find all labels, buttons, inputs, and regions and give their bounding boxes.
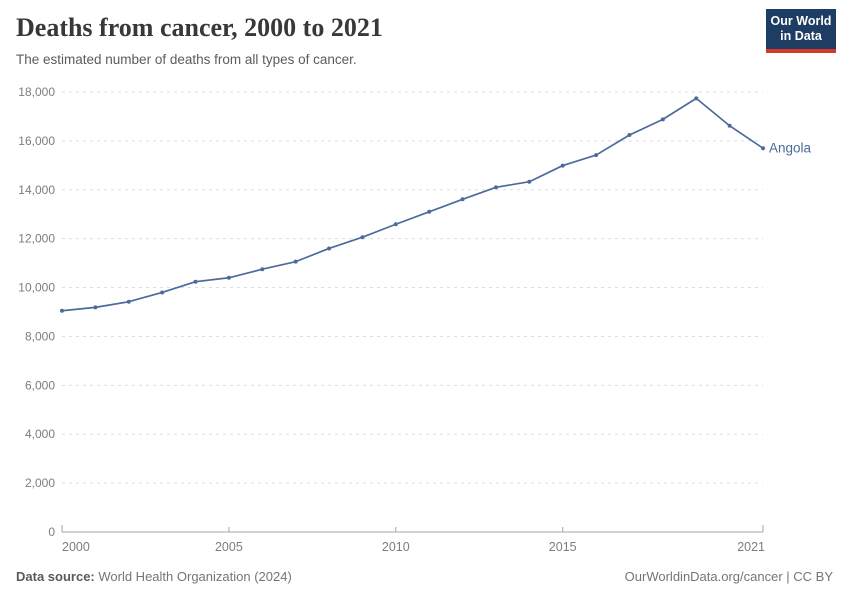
data-point[interactable] [761, 146, 765, 151]
data-point[interactable] [393, 222, 398, 227]
y-tick-label: 18,000 [18, 85, 55, 99]
x-tick-label: 2000 [62, 540, 90, 554]
owid-logo[interactable]: Our World in Data [766, 9, 836, 53]
chart-title: Deaths from cancer, 2000 to 2021 [16, 13, 383, 42]
data-point[interactable] [727, 123, 732, 128]
data-point[interactable] [160, 290, 165, 295]
chart-svg[interactable]: 0 2,000 4,000 6,000 8,000 10,000 12,000 14,000 1… [0, 80, 850, 560]
chart-footer: Data source: World Health Organization (… [16, 569, 833, 584]
x-tick-label: 2015 [549, 540, 577, 554]
data-point[interactable] [493, 185, 498, 190]
data-point[interactable] [427, 209, 432, 214]
data-point[interactable] [93, 305, 98, 310]
y-tick-label: 0 [48, 525, 55, 539]
y-tick-label: 4,000 [25, 427, 55, 441]
owid-logo-line2: in Data [780, 29, 822, 43]
x-tick-label: 2021 [737, 540, 765, 554]
y-tick-label: 12,000 [18, 232, 55, 246]
data-point[interactable] [260, 267, 265, 272]
y-tick-label: 2,000 [25, 476, 55, 490]
y-tick-label: 6,000 [25, 378, 55, 392]
chart-subtitle: The estimated number of deaths from all … [16, 52, 357, 67]
trend-line[interactable] [61, 97, 764, 312]
data-point[interactable] [527, 179, 532, 184]
owid-logo-line1: Our World [770, 14, 832, 29]
x-tick-label: 2005 [215, 540, 243, 554]
y-tick-label: 14,000 [18, 183, 55, 197]
data-point[interactable] [226, 275, 231, 280]
data-point[interactable] [293, 259, 298, 264]
data-point[interactable] [660, 117, 665, 122]
data-point[interactable] [360, 235, 365, 240]
data-point[interactable] [193, 279, 198, 284]
data-point[interactable] [460, 197, 465, 202]
y-tick-label: 16,000 [18, 134, 55, 148]
data-point[interactable] [694, 96, 699, 101]
data-point[interactable] [60, 308, 64, 313]
x-tick-label: 2010 [382, 540, 410, 554]
data-source-label: Data source: [16, 569, 95, 584]
data-point[interactable] [126, 299, 131, 304]
data-point[interactable] [627, 133, 632, 138]
credit-line[interactable]: OurWorldinData.org/cancer | CC BY [624, 569, 833, 584]
y-tick-label: 10,000 [18, 281, 55, 295]
data-source-text: World Health Organization (2024) [94, 569, 292, 584]
data-point[interactable] [594, 153, 599, 158]
data-source: Data source: World Health Organization (… [16, 569, 292, 584]
y-tick-label: 8,000 [25, 329, 55, 343]
entity-label[interactable]: Angola [769, 141, 812, 156]
data-point[interactable] [560, 163, 565, 168]
owid-logo-text: Our World in Data [771, 14, 832, 44]
data-point[interactable] [327, 246, 332, 251]
